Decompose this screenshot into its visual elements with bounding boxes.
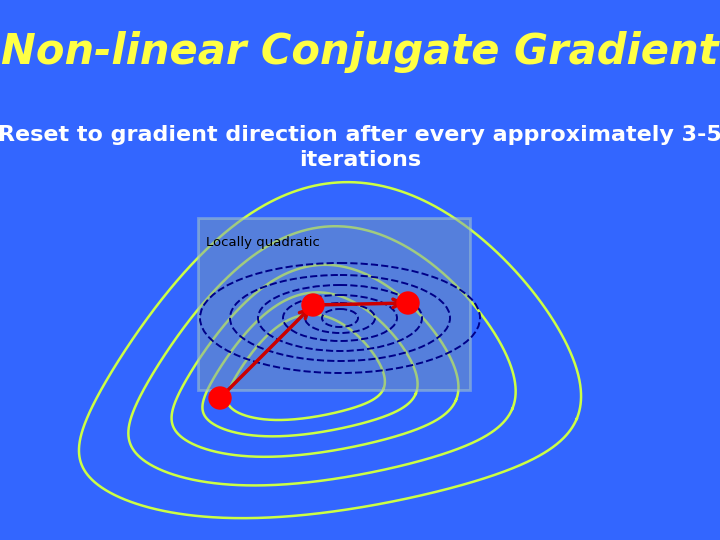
Bar (198, 218, 470, 390)
Circle shape (302, 294, 324, 316)
Circle shape (209, 387, 231, 409)
Text: iterations: iterations (299, 150, 421, 170)
Circle shape (397, 292, 419, 314)
Text: Locally quadratic: Locally quadratic (206, 236, 320, 249)
Text: Reset to gradient direction after every approximately 3-5: Reset to gradient direction after every … (0, 125, 720, 145)
Text: Non-linear Conjugate Gradient: Non-linear Conjugate Gradient (1, 31, 719, 73)
